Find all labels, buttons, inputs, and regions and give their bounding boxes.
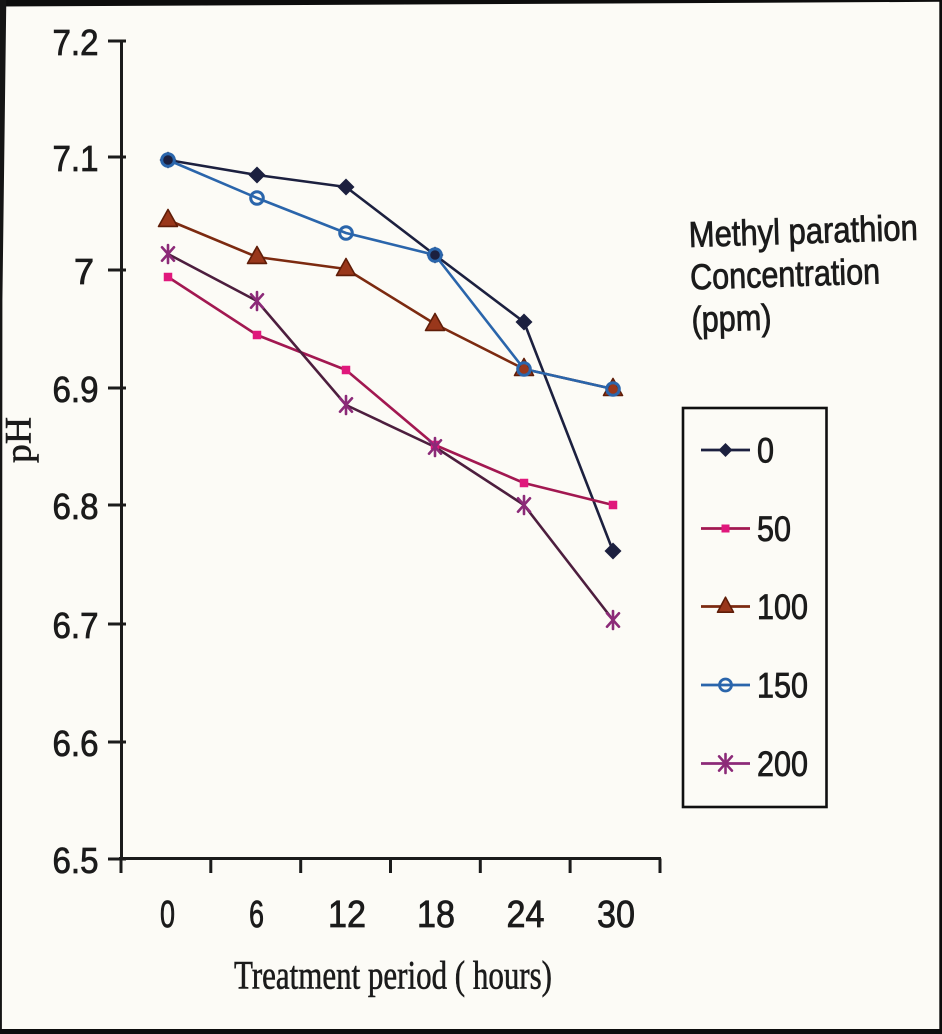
svg-text:24: 24 [507, 894, 545, 936]
svg-text:6.9: 6.9 [53, 369, 99, 410]
svg-text:6.6: 6.6 [53, 723, 99, 764]
svg-text:50: 50 [757, 510, 791, 549]
svg-text:150: 150 [757, 667, 808, 706]
svg-text:100: 100 [757, 588, 808, 627]
svg-text:6: 6 [249, 894, 264, 936]
svg-text:7: 7 [74, 251, 94, 292]
svg-text:Concentration: Concentration [689, 251, 880, 298]
svg-text:7.1: 7.1 [53, 138, 99, 179]
svg-text:6.8: 6.8 [53, 486, 99, 527]
svg-text:0: 0 [757, 432, 774, 471]
svg-text:12: 12 [328, 894, 366, 936]
svg-text:6.5: 6.5 [53, 840, 99, 881]
svg-text:18: 18 [417, 894, 455, 936]
svg-text:0: 0 [160, 894, 175, 936]
svg-text:Methyl parathion: Methyl parathion [688, 207, 918, 255]
svg-text:Treatment period ( hours): Treatment period ( hours) [234, 953, 552, 998]
svg-text:(ppm): (ppm) [691, 296, 772, 339]
svg-text:6.7: 6.7 [53, 605, 99, 646]
svg-text:7.2: 7.2 [53, 22, 99, 63]
svg-text:30: 30 [597, 894, 635, 936]
svg-text:200: 200 [757, 745, 808, 784]
svg-text:pH: pH [0, 417, 40, 463]
